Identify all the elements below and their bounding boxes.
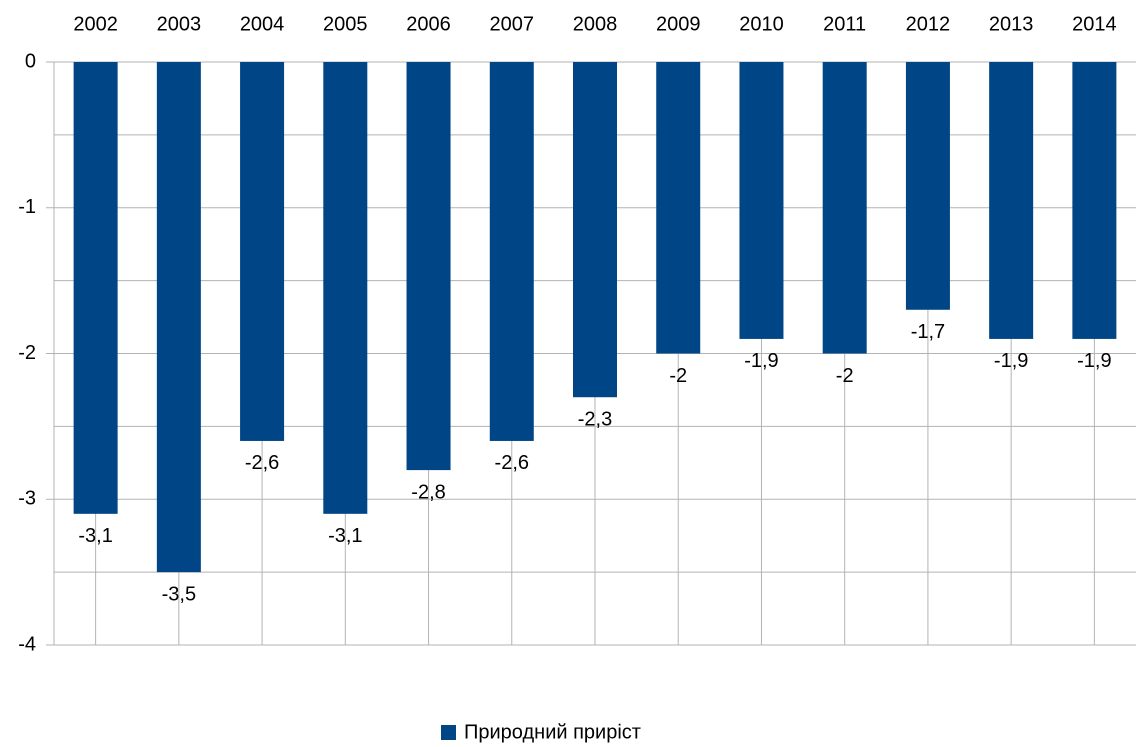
x-tick-label: 2007 [490,13,535,35]
value-label: -1,9 [1077,350,1111,372]
value-label: -1,7 [911,321,945,343]
bar [156,62,201,573]
value-label: -1,9 [994,350,1028,372]
y-tick-label: -4 [18,633,36,655]
bar [905,62,950,310]
value-label: -3,1 [78,525,112,547]
x-tick-label: 2008 [573,13,618,35]
bar [489,62,534,441]
x-tick-label: 2011 [823,13,866,35]
x-tick-label: 2006 [406,13,451,35]
legend-swatch [441,725,456,740]
legend-label: Природний приріст [464,721,641,743]
value-label: -1,9 [744,350,778,372]
bar [822,62,867,354]
x-tick-label: 2012 [906,13,951,35]
y-tick-label: -3 [18,488,36,510]
bar [656,62,701,354]
bar [73,62,118,514]
bar [323,62,368,514]
y-tick-label: 0 [25,50,36,72]
value-label: -2 [669,365,687,387]
x-tick-label: 2010 [739,13,784,35]
bar [406,62,451,471]
x-tick-label: 2002 [73,13,118,35]
y-tick-label: -1 [18,196,36,218]
bar [573,62,617,398]
y-tick-label: -2 [18,342,36,364]
value-label: -2,8 [411,481,445,503]
x-tick-label: 2003 [157,13,202,35]
value-label: -3,1 [328,525,362,547]
value-label: -2 [836,365,854,387]
value-label: -2,6 [245,452,279,474]
x-tick-label: 2005 [323,13,368,35]
value-label: -2,6 [495,452,529,474]
x-tick-label: 2004 [240,13,285,35]
bar [989,62,1034,339]
x-tick-label: 2014 [1072,13,1117,35]
x-tick-label: 2009 [656,13,701,35]
value-label: -2,3 [578,409,612,431]
bar [739,62,784,339]
x-tick-label: 2013 [989,13,1034,35]
bar [240,62,285,441]
value-label: -3,5 [162,583,196,605]
bar [1072,62,1117,339]
